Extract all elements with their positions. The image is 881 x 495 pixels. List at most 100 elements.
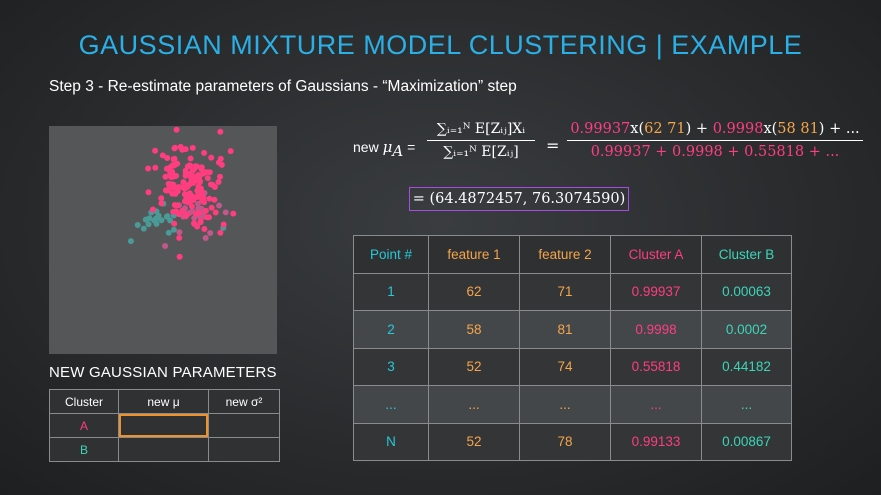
scatter-point bbox=[158, 200, 165, 207]
formula-numeric-numerator: 0.99937x(62 71) + 0.9998x(58 81) + ... bbox=[567, 121, 863, 141]
cell-cluster-a: 0.9998 bbox=[610, 310, 702, 349]
scatter-point bbox=[198, 189, 205, 195]
slide-title: GAUSSIAN MIXTURE MODEL CLUSTERING | EXAM… bbox=[78, 30, 803, 60]
scatter-point bbox=[182, 213, 189, 220]
formula-tail: + ... bbox=[824, 121, 860, 137]
scatter-point bbox=[187, 155, 194, 162]
slide-subtitle: Step 3 - Re-estimate parameters of Gauss… bbox=[49, 78, 517, 95]
scatter-point bbox=[217, 229, 224, 236]
scatter-point bbox=[183, 196, 190, 202]
cell-feature-1: 52 bbox=[428, 347, 520, 386]
cell-cluster-a: ... bbox=[610, 385, 702, 424]
scatter-point bbox=[142, 216, 149, 223]
params-sigma-a-cell[interactable] bbox=[208, 413, 280, 438]
scatter-point bbox=[193, 177, 199, 184]
cell-feature-2: 71 bbox=[519, 272, 611, 311]
scatter-point bbox=[171, 202, 178, 208]
points-table-header-row: Point # feature 1 feature 2 Cluster A Cl… bbox=[353, 235, 792, 274]
cell-point: N bbox=[353, 422, 429, 461]
cell-cluster-b: 0.0002 bbox=[701, 310, 792, 349]
points-table: Point # feature 1 feature 2 Cluster A Cl… bbox=[353, 235, 792, 461]
scatter-point bbox=[182, 170, 189, 177]
times-2: x( bbox=[763, 121, 778, 137]
header-point: Point # bbox=[353, 235, 429, 274]
scatter-point bbox=[216, 202, 223, 209]
formula-numeric-fraction: 0.99937x(62 71) + 0.9998x(58 81) + ... 0… bbox=[567, 121, 863, 160]
scatter-point bbox=[153, 220, 160, 227]
header-feature-2: feature 2 bbox=[519, 235, 611, 274]
mean-update-formula: new μA = ∑ᵢ₌₁ᴺ E[Zᵢⱼ]Xᵢ ∑ᵢ₌₁ᴺ E[Zᵢⱼ] = 0… bbox=[353, 118, 873, 178]
table-row: 3 52 74 0.55818 0.44182 bbox=[353, 347, 792, 386]
cell-feature-2: ... bbox=[519, 385, 611, 424]
cell-point: 3 bbox=[353, 347, 429, 386]
new-params-heading: NEW GAUSSIAN PARAMETERS bbox=[49, 364, 277, 381]
scatter-point bbox=[201, 226, 208, 232]
scatter-point bbox=[127, 238, 134, 245]
scatter-point bbox=[162, 173, 169, 180]
scatter-point bbox=[172, 144, 179, 151]
params-mu-a-cell[interactable] bbox=[118, 413, 209, 438]
params-row-b: B bbox=[49, 437, 280, 462]
scatter-point bbox=[152, 147, 159, 154]
formula-equals-1: = bbox=[407, 139, 416, 155]
scatter-point bbox=[162, 243, 169, 249]
scatter-point bbox=[186, 190, 193, 197]
formula-mu-subscript: A bbox=[392, 141, 404, 160]
table-row: ... ... ... ... ... bbox=[353, 385, 792, 424]
scatter-point bbox=[222, 209, 229, 216]
cell-feature-2: 81 bbox=[519, 310, 611, 349]
cell-cluster-b: 0.44182 bbox=[701, 347, 792, 386]
scatter-point bbox=[176, 234, 183, 241]
scatter-point bbox=[217, 173, 223, 180]
header-cluster-a: Cluster A bbox=[610, 235, 702, 274]
scatter-point bbox=[158, 195, 165, 202]
scatter-point bbox=[198, 164, 205, 171]
point-1-values: 62 71 bbox=[644, 121, 686, 137]
scatter-point bbox=[170, 156, 177, 163]
scatter-point bbox=[165, 180, 172, 187]
table-row: N 52 78 0.99133 0.00867 bbox=[353, 422, 792, 461]
plus-1: + bbox=[691, 121, 713, 137]
times-1: x( bbox=[630, 121, 645, 137]
cell-feature-1: 58 bbox=[428, 310, 520, 349]
scatter-point bbox=[206, 195, 213, 202]
scatter-point bbox=[171, 220, 178, 227]
scatter-point bbox=[145, 221, 152, 228]
scatter-point bbox=[212, 209, 219, 216]
scatter-point bbox=[207, 230, 214, 236]
scatter-point bbox=[203, 214, 210, 221]
scatter-point bbox=[209, 182, 216, 189]
params-header-cluster: Cluster bbox=[49, 389, 119, 414]
scatter-point bbox=[173, 126, 180, 133]
scatter-point bbox=[202, 235, 209, 241]
scatter-point bbox=[180, 179, 187, 186]
scatter-point bbox=[217, 155, 224, 162]
scatter-point bbox=[170, 226, 177, 233]
scatter-point bbox=[145, 165, 152, 172]
params-mu-b-cell[interactable] bbox=[118, 437, 209, 462]
scatter-point bbox=[171, 173, 178, 180]
scatter-point bbox=[169, 190, 176, 197]
scatter-point bbox=[218, 161, 225, 168]
formula-numerator: ∑ᵢ₌₁ᴺ E[Zᵢⱼ]Xᵢ bbox=[427, 121, 535, 141]
cell-cluster-b: ... bbox=[701, 385, 792, 424]
params-sigma-b-cell[interactable] bbox=[208, 437, 280, 462]
scatter-point bbox=[134, 222, 141, 228]
scatter-point bbox=[189, 144, 196, 151]
table-row: 1 62 71 0.99937 0.00063 bbox=[353, 272, 792, 311]
scatter-point bbox=[211, 196, 218, 203]
cell-cluster-a: 0.99133 bbox=[610, 422, 702, 461]
scatter-point bbox=[230, 210, 237, 217]
result-box: = (64.4872457, 76.3074590) bbox=[409, 187, 629, 211]
scatter-point bbox=[227, 148, 234, 155]
scatter-point bbox=[140, 225, 147, 232]
scatter-point bbox=[149, 206, 156, 213]
scatter-point bbox=[182, 146, 189, 153]
scatter-point bbox=[165, 229, 172, 236]
scatter-point bbox=[194, 194, 201, 200]
cell-feature-1: 52 bbox=[428, 422, 520, 461]
formula-numeric-denominator: 0.99937 + 0.9998 + 0.55818 + ... bbox=[590, 144, 840, 160]
cell-point: 2 bbox=[353, 310, 429, 349]
scatter-point bbox=[220, 221, 227, 228]
scatter-point bbox=[188, 203, 195, 210]
